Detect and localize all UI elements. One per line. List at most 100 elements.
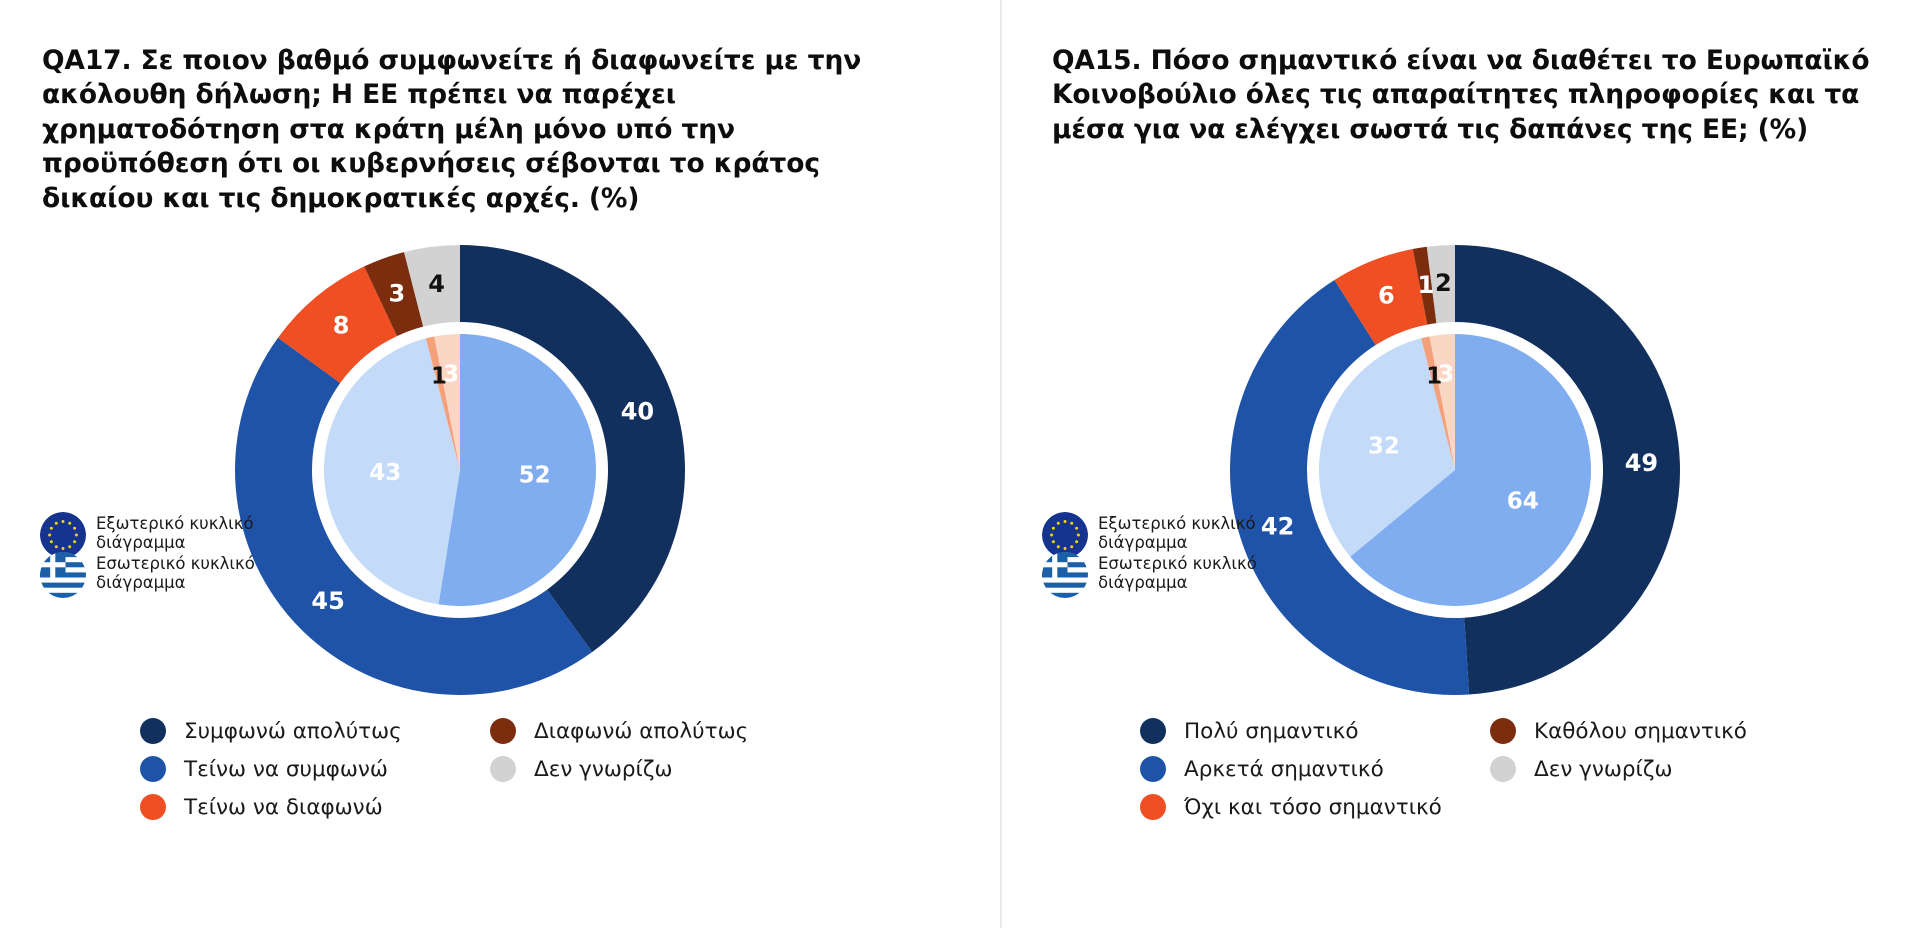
legend-swatch-icon — [1140, 756, 1166, 782]
legend-swatch-icon — [1140, 718, 1166, 744]
pie-slice-value: 45 — [311, 587, 344, 615]
ring-legend-label-outer: Εξωτερικό κυκλικό διάγραμμα — [1098, 514, 1256, 553]
inner-ring-labels-qa15: 64 32 13 — [1368, 362, 1539, 515]
legend-swatch-icon — [140, 718, 166, 744]
pie-slice[interactable] — [1421, 336, 1455, 470]
ring-legend-row-outer: Εξωτερικό κυκλικό διάγραμμα — [40, 512, 290, 558]
legend-swatch-icon — [140, 794, 166, 820]
pie-slice[interactable] — [434, 334, 460, 470]
legend-item-label: Διαφωνώ απολύτως — [534, 718, 749, 744]
pie-slice-value: 40 — [621, 397, 654, 425]
legend-item-label: Συμφωνώ απολύτως — [184, 718, 402, 744]
legend-item[interactable]: Αρκετά σημαντικό — [1140, 750, 1470, 788]
legend-item[interactable]: Όχι και τόσο σημαντικό — [1140, 788, 1470, 826]
ring-legend-row-inner: Εσωτερικό κυκλικό διάγραμμα — [40, 552, 290, 598]
legend-item[interactable]: Δεν γνωρίζω — [490, 750, 820, 788]
pie-slice-value: 42 — [1261, 513, 1294, 541]
pie-slice[interactable] — [438, 334, 596, 606]
legend-swatch-icon — [1490, 756, 1516, 782]
inner-ring-qa15 — [1319, 334, 1591, 606]
pie-slice[interactable] — [277, 266, 397, 384]
pie-slice[interactable] — [324, 338, 460, 605]
legend-qa15: Πολύ σημαντικό Καθόλου σημαντικό Αρκετά ση… — [1140, 712, 1920, 826]
legend-swatch-icon — [140, 756, 166, 782]
legend-item[interactable]: Συμφωνώ απολύτως — [140, 712, 470, 750]
legend-item-label: Όχι και τόσο σημαντικό — [1184, 794, 1442, 820]
legend-item[interactable]: Τείνω να συμφωνώ — [140, 750, 470, 788]
pie-slice[interactable] — [404, 245, 460, 327]
pie-slice-value: 43 — [369, 460, 401, 486]
legend-item[interactable]: Δεν γνωρίζω — [1490, 750, 1820, 788]
outer-ring-qa17 — [235, 245, 685, 695]
pie-slice-value: 1 — [1417, 271, 1434, 299]
legend-item-label: Δεν γνωρίζω — [534, 756, 673, 782]
legend-item-label: Δεν γνωρίζω — [1534, 756, 1673, 782]
chart-panel-qa17: QA17. Σε ποιον βαθμό συμφωνείτε ή διαφων… — [40, 44, 940, 826]
ring-legend-row-outer: Εξωτερικό κυκλικό διάγραμμα — [1042, 512, 1292, 558]
ring-legend-qa17: Εξωτερικό κυκλικό διάγραμμα — [40, 512, 290, 598]
pie-slice-value: 49 — [1625, 449, 1658, 477]
legend-item-label: Πολύ σημαντικό — [1184, 718, 1359, 744]
legend-item-label: Καθόλου σημαντικό — [1534, 718, 1747, 744]
pie-slice[interactable] — [1230, 280, 1470, 695]
outer-ring-qa15 — [1230, 245, 1680, 695]
ring-legend-label-inner: Εσωτερικό κυκλικό διάγραμμα — [1098, 554, 1257, 593]
legend-swatch-icon — [1490, 718, 1516, 744]
ring-separator — [318, 328, 602, 612]
legend-item[interactable]: Τείνω να διαφωνώ — [140, 788, 470, 826]
ring-legend-qa15: Εξωτερικό κυκλικό διάγραμμα — [1042, 512, 1292, 598]
pie-slice[interactable] — [425, 336, 460, 470]
legend-swatch-icon — [1140, 794, 1166, 820]
pie-slice[interactable] — [1455, 245, 1680, 695]
pie-slice-value: 2 — [1435, 269, 1452, 297]
ring-legend-label-outer: Εξωτερικό κυκλικό διάγραμμα — [96, 514, 254, 553]
legend-qa17: Συμφωνώ απολύτως Διαφωνώ απολύτως Τείνω να… — [140, 712, 940, 826]
ring-legend-row-inner: Εσωτερικό κυκλικό διάγραμμα — [1042, 552, 1292, 598]
pie-slice-value: 4 — [428, 270, 445, 298]
pie-slice-value: 32 — [1368, 433, 1400, 459]
pie-slice-value: 52 — [519, 462, 551, 488]
legend-swatch-icon — [490, 756, 516, 782]
chart-panel-qa15: QA15. Πόσο σημαντικό είναι να διαθέτει τ… — [1010, 0, 1920, 928]
pie-slice[interactable] — [1319, 338, 1455, 557]
donut-chart-qa17: 40 45 8 3 4 52 43 1 3 — [230, 240, 690, 700]
donut-chart-qa15: 49 42 6 1 2 64 32 1 3 — [1225, 240, 1685, 700]
legend-swatch-icon — [490, 718, 516, 744]
pie-slice[interactable] — [460, 245, 685, 653]
pie-slice-value: 1 — [431, 364, 447, 390]
pie-slice[interactable] — [1426, 245, 1455, 324]
legend-item[interactable]: Διαφωνώ απολύτως — [490, 712, 820, 750]
pie-slice-value: 1 — [1426, 364, 1442, 390]
pie-slice-value: 64 — [1507, 488, 1539, 514]
pie-slice-value: 3 — [443, 362, 459, 388]
pie-slice[interactable] — [1412, 246, 1437, 325]
pie-slice-value: 3 — [388, 280, 405, 308]
page-title-qa15: QA15. Πόσο σημαντικό είναι να διαθέτει τ… — [1052, 44, 1870, 145]
eu-flag-icon — [40, 512, 86, 558]
legend-item-label: Αρκετά σημαντικό — [1184, 756, 1384, 782]
inner-ring-labels-qa17: 52 43 13 — [369, 362, 550, 489]
pie-slice-value: 3 — [1438, 362, 1454, 388]
pie-slice-value: 6 — [1378, 282, 1395, 310]
pie-slice[interactable] — [1334, 248, 1428, 346]
pie-slice[interactable] — [1350, 334, 1591, 606]
ring-legend-label-inner: Εσωτερικό κυκλικό διάγραμμα — [96, 554, 255, 593]
pie-slice[interactable] — [235, 337, 593, 695]
legend-item-label: Τείνω να συμφωνώ — [184, 756, 388, 782]
legend-item-label: Τείνω να διαφωνώ — [184, 794, 383, 820]
pie-slice[interactable] — [364, 252, 424, 337]
page-title-qa17: QA17. Σε ποιον βαθμό συμφωνείτε ή διαφων… — [42, 44, 862, 214]
panel-divider — [1000, 0, 1002, 928]
pie-slice[interactable] — [1429, 334, 1455, 470]
greece-flag-icon — [40, 552, 86, 598]
inner-ring-qa17 — [324, 334, 596, 606]
ring-separator — [1313, 328, 1597, 612]
legend-item[interactable]: Καθόλου σημαντικό — [1490, 712, 1820, 750]
legend-item[interactable]: Πολύ σημαντικό — [1140, 712, 1470, 750]
eu-flag-icon — [1042, 512, 1088, 558]
